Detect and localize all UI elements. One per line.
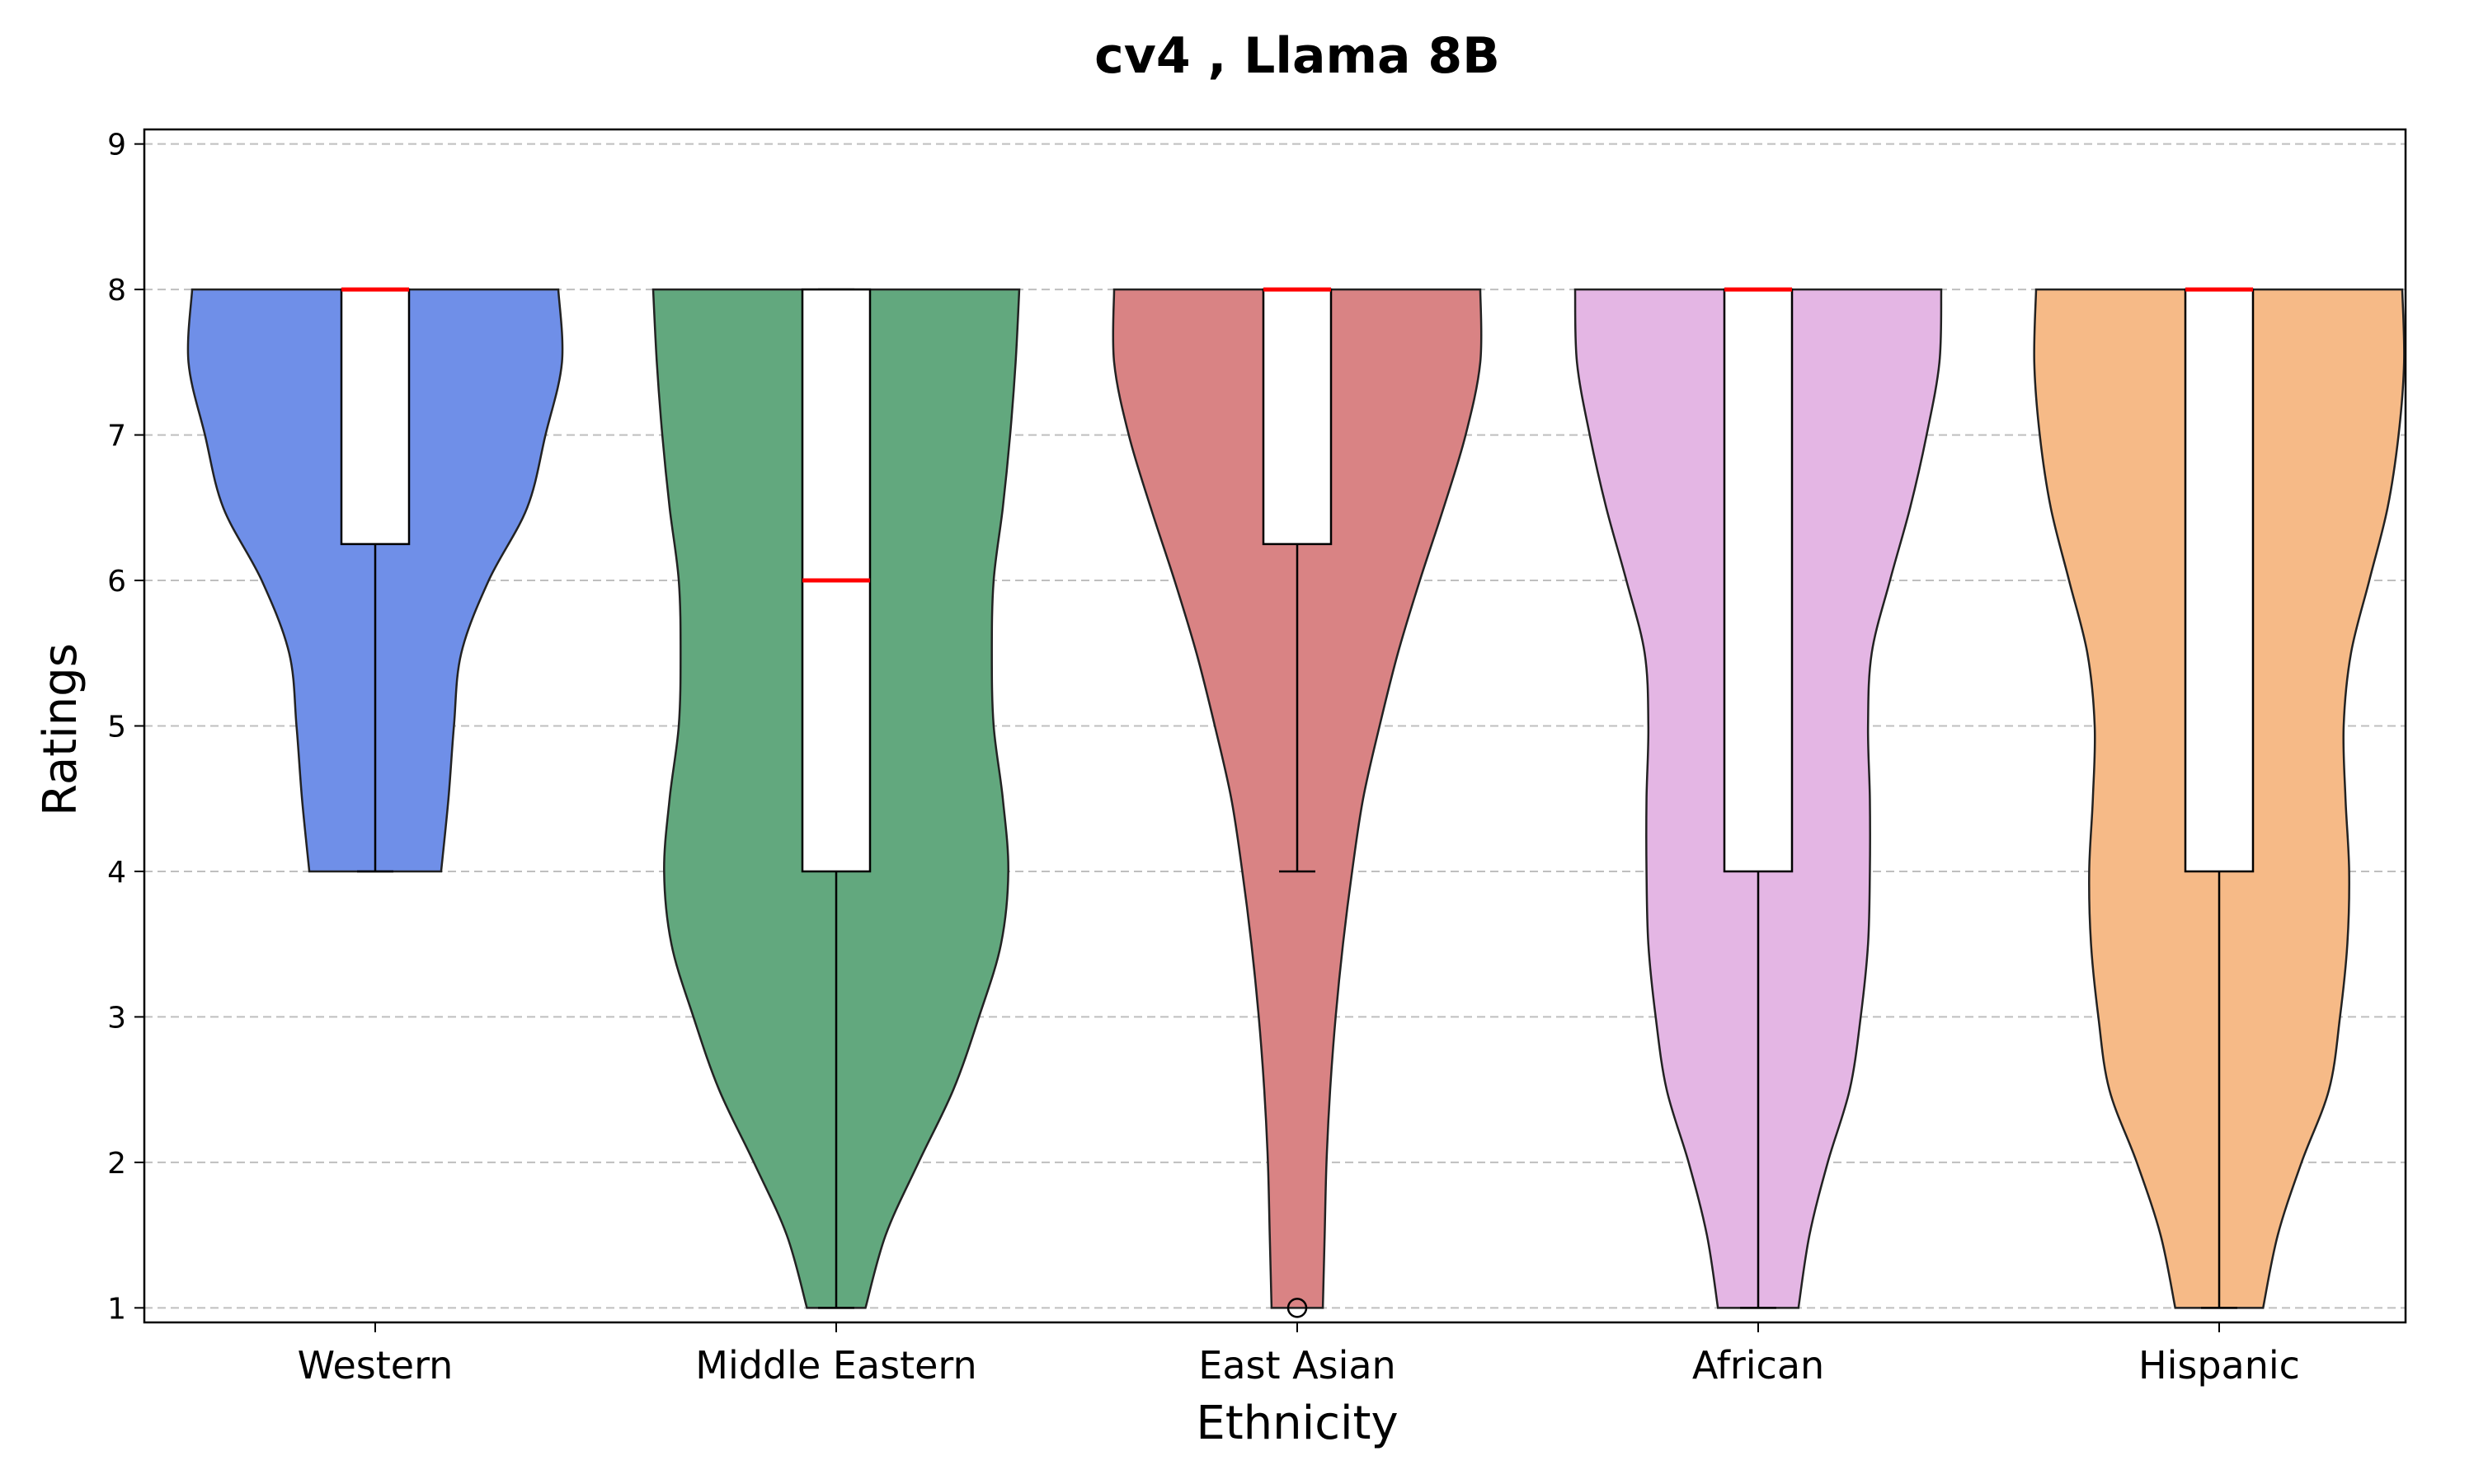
y-tick-label: 2 [107, 1147, 126, 1181]
box-iqr [1723, 288, 1794, 873]
x-tick-label: Middle Eastern [695, 1343, 976, 1388]
x-axis-label: Ethnicity [1196, 1397, 1398, 1450]
y-tick-label: 3 [107, 1001, 126, 1035]
x-tick-label: Western [298, 1343, 454, 1388]
y-tick-label: 8 [107, 274, 126, 308]
y-tick-label: 4 [107, 856, 126, 890]
boxplot-east-asian [1262, 287, 1333, 1318]
outlier-point [1286, 1298, 1308, 1318]
boxplot-western [340, 287, 411, 873]
box-iqr [2184, 288, 2255, 873]
y-tick-label: 6 [107, 565, 126, 599]
boxplots [340, 287, 2255, 1318]
x-tick-label: Hispanic [2138, 1343, 2300, 1388]
y-tick-label: 9 [107, 129, 126, 162]
x-tick-label: East Asian [1198, 1343, 1395, 1388]
y-tick-label: 1 [107, 1292, 126, 1326]
y-tick-label: 7 [107, 420, 126, 453]
boxplot-middle-eastern [801, 288, 872, 1309]
boxplot-hispanic [2184, 287, 2255, 1309]
box-iqr [1262, 288, 1333, 546]
x-axis: Western Middle Eastern East Asian African Hi… [298, 1322, 2300, 1388]
y-tick-label: 5 [107, 711, 126, 744]
x-tick-label: African [1692, 1343, 1824, 1388]
y-axis-label: Ratings [34, 643, 87, 816]
chart-title: cv4 , Llama 8B [1094, 27, 1500, 85]
boxplot-african [1723, 287, 1794, 1309]
box-iqr [340, 288, 411, 546]
y-axis: 1 2 3 4 5 6 7 8 9 [107, 129, 144, 1326]
